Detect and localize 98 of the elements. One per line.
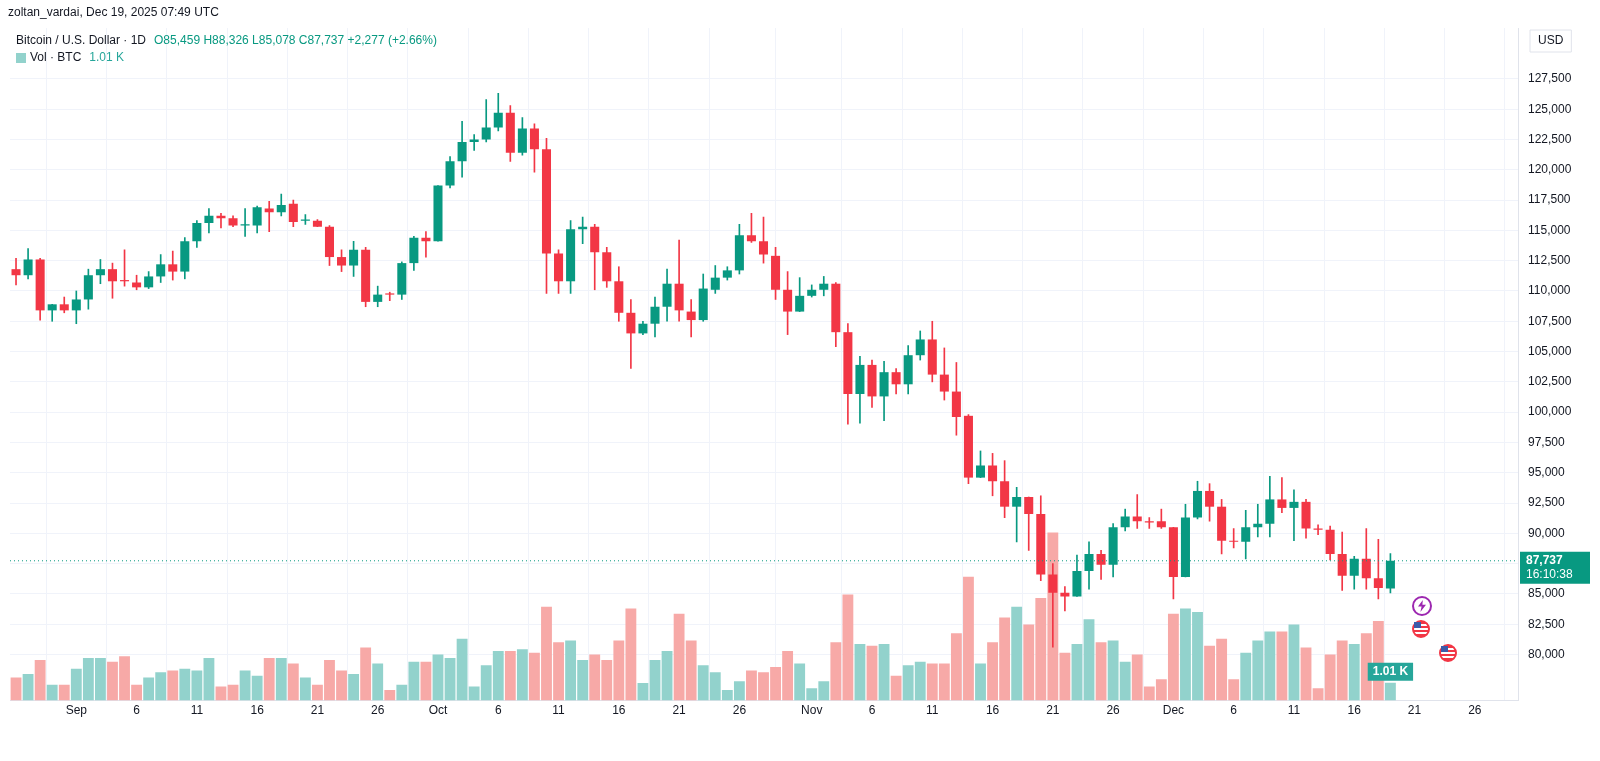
y-tick-label: 112,500 [1528, 253, 1571, 267]
x-tick-label: 11 [552, 703, 566, 718]
x-tick-label: 26 [732, 703, 747, 718]
bar [263, 658, 275, 701]
y-tick-label: 82,500 [1528, 616, 1566, 631]
x-tick-label: Sep [65, 703, 88, 718]
candlestick [216, 213, 226, 229]
y-tick-label: 120,000 [1528, 162, 1572, 177]
x-tick-label: 21 [1046, 703, 1060, 718]
x-tick-label: 26 [1468, 703, 1482, 718]
candlestick [1132, 494, 1142, 529]
bar [299, 677, 311, 701]
bar [504, 651, 516, 701]
bar [649, 659, 661, 701]
bar [1011, 606, 1023, 701]
bar [1300, 647, 1312, 701]
candlestick [1289, 489, 1299, 541]
bar [1071, 643, 1083, 701]
text: zoltan_vardai, Dec 19, 2025 07:49 UTC [8, 5, 220, 20]
x-tick-label: Nov [801, 703, 823, 718]
bar [275, 658, 287, 701]
bar [384, 689, 396, 701]
bar [1276, 631, 1288, 701]
bar [348, 674, 360, 701]
y-tick-label: 110,000 [1528, 283, 1571, 298]
x-tick-label: 11 [1287, 703, 1301, 718]
x-tick-label: 26 [371, 703, 385, 718]
bar [1095, 642, 1107, 701]
y-tick-label: 102,500 [1528, 374, 1572, 389]
candlestick [11, 257, 21, 286]
bar [854, 643, 866, 701]
x-tick-label: 11 [926, 703, 939, 718]
bar [167, 670, 179, 701]
bar [1348, 643, 1360, 701]
x-tick-label: 21 [672, 703, 687, 718]
bar [372, 663, 384, 701]
y-tick-label: 107,500 [1528, 313, 1572, 328]
x-tick-label: 21 [1407, 703, 1422, 718]
bar [890, 675, 902, 701]
x-tick-label: 16 [612, 703, 626, 718]
y-tick-label: 92,500 [1528, 495, 1566, 510]
bar [1083, 619, 1095, 701]
y-tick-label: 122,500 [1528, 131, 1572, 146]
text: 1.01 K [89, 50, 125, 65]
bar [22, 674, 34, 701]
y-tick-label: 105,000 [1528, 343, 1572, 358]
bar [34, 659, 46, 701]
x-tick-label: 6 [1230, 703, 1238, 718]
y-tick-label: 97,500 [1528, 434, 1566, 449]
x-tick-label: 6 [494, 703, 502, 718]
candlestick [686, 299, 696, 338]
candlestick [1277, 477, 1287, 514]
bar [516, 649, 528, 701]
bar [444, 658, 456, 701]
y-tick-label: 117,500 [1528, 192, 1571, 207]
bar [287, 663, 299, 701]
candlestick [1012, 486, 1022, 543]
bar [975, 663, 986, 701]
y-tick-label: 90,000 [1528, 525, 1566, 540]
text: Bitcoin / U.S. Dollar · 1D [16, 33, 147, 48]
bar [360, 647, 372, 701]
candlestick [385, 291, 395, 302]
y-tick-label: 100,000 [1528, 404, 1572, 419]
x-tick-label: 11 [190, 703, 204, 718]
bar [432, 654, 444, 701]
y-tick-label: 85,000 [1528, 586, 1566, 601]
bar [46, 684, 58, 701]
y-tick-label: 95,000 [1528, 465, 1566, 480]
x-tick-label: 16 [250, 703, 265, 718]
y-tick-label: 127,500 [1528, 71, 1572, 86]
x-tick-label: 21 [310, 703, 325, 718]
x-tick-label: 6 [133, 703, 141, 718]
bar [1312, 688, 1324, 701]
bar [1384, 682, 1396, 701]
text: 16:10:38 [1526, 567, 1574, 582]
bar [866, 645, 878, 701]
bar [661, 651, 673, 701]
x-tick-label: Dec [1162, 703, 1185, 718]
text: O85,459 H88,326 L85,078 C87,737 +2,277 (+2.66%) [154, 33, 437, 48]
bar [215, 686, 227, 701]
legend-label: Vol · BTC [30, 50, 82, 65]
x-tick-label: Oct [428, 703, 448, 718]
x-tick-label: 16 [985, 703, 1000, 718]
y-tick-label: 125,000 [1528, 101, 1572, 116]
bar [1288, 624, 1300, 701]
candlestick [469, 134, 479, 151]
bar [420, 661, 432, 701]
ref-line-label: 87,737 [1526, 553, 1564, 568]
data-label: 1.01 K [1372, 664, 1409, 679]
x-tick-label: 16 [1347, 703, 1362, 718]
bar [58, 684, 70, 701]
candlestick [240, 208, 250, 237]
x-tick-label: 26 [1106, 703, 1121, 718]
x-tick-label: 6 [868, 703, 876, 718]
y-axis-title: USD [1538, 33, 1564, 48]
y-tick-label: 80,000 [1528, 646, 1566, 661]
y-tick-label: 115,000 [1528, 222, 1571, 237]
bar [878, 643, 890, 701]
